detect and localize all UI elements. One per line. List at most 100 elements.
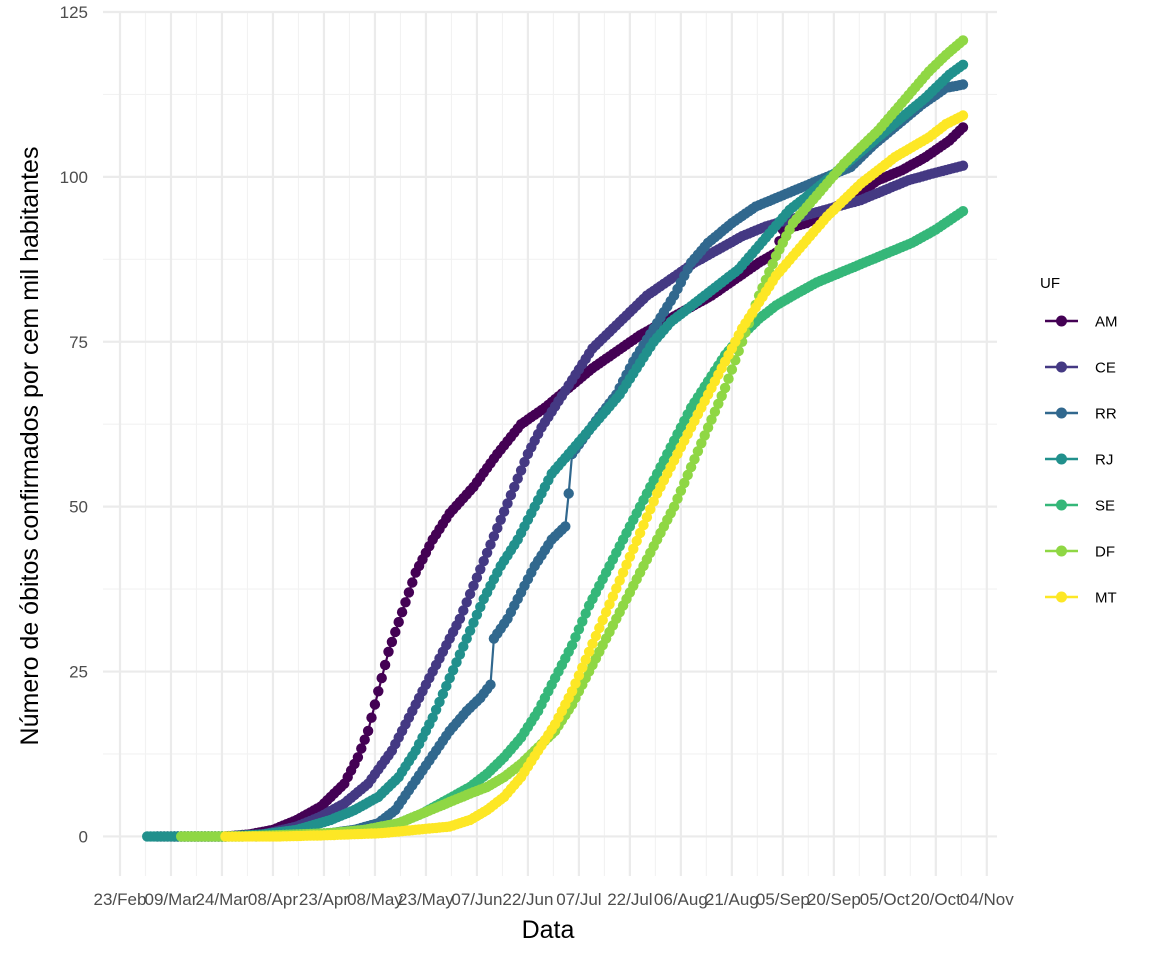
x-tick-label: 07/Jul [556,890,601,909]
data-point [594,622,605,634]
data-point [577,662,588,673]
data-point [509,481,520,493]
data-point [373,686,384,697]
data-point [563,488,574,499]
data-point [699,430,710,441]
data-point [726,364,738,375]
x-tick-label: 20/Sep [807,890,861,909]
data-point [444,672,455,684]
data-point [607,591,619,602]
data-point [573,624,585,635]
data-point [570,678,581,689]
legend-item-df: DF [1045,544,1115,561]
legend-key-point [1056,545,1067,557]
data-point [492,522,503,534]
data-point [454,649,466,660]
legend-items: AM CE RR RJ SE DF MT [1045,314,1118,607]
data-point [577,616,588,627]
x-tick-label: 08/Apr [248,890,298,909]
data-point [767,258,778,270]
data-point [709,406,721,417]
legend-label: AM [1095,314,1118,331]
x-tick-label: 08/May [347,890,403,909]
x-axis-title: Data [522,916,575,944]
data-point [624,551,636,562]
data-point [679,477,690,489]
data-point [590,630,602,642]
x-tick-label: 22/Jul [607,890,652,909]
data-point [369,699,381,710]
series-layer [142,35,969,842]
data-point [719,382,731,394]
legend-key-point [1056,499,1067,511]
y-tick-label: 125 [60,3,88,22]
data-point [611,583,622,594]
x-tick-label: 23/Feb [94,890,147,909]
legend-key-point [1056,315,1067,327]
data-point [461,597,472,608]
data-point [675,485,687,496]
legend-key-point [1056,591,1067,603]
x-tick-label: 04/Nov [960,890,1014,909]
data-point [400,597,411,608]
data-point [566,686,578,697]
data-point [587,638,598,649]
data-point [352,752,364,763]
data-point [362,725,374,737]
x-tick-label: 06/Aug [654,890,708,909]
data-point [485,679,496,690]
data-point [505,489,517,501]
data-point [957,79,969,90]
data-point [379,659,391,671]
legend-label: DF [1095,544,1115,561]
data-point [390,626,401,638]
data-point [628,543,639,555]
legend-label: CE [1095,360,1116,377]
data-point [481,547,493,558]
data-point [515,465,527,476]
data-point [427,712,438,723]
data-point [957,122,969,133]
data-point [441,680,452,692]
legend-key-point [1056,407,1067,419]
data-point [447,665,459,676]
data-point [468,580,479,591]
data-point [634,527,646,539]
data-point [488,531,500,542]
data-point [631,535,642,547]
data-point [597,614,608,626]
x-tick-label: 07/Jun [451,890,502,909]
data-point [512,473,523,484]
data-point [614,575,625,586]
legend-key-point [1056,361,1067,373]
data-point [407,577,418,588]
x-tick-label: 05/Oct [860,890,910,909]
data-point [706,414,717,425]
x-tick-label: 05/Sep [756,890,810,909]
x-tick-label: 20/Oct [911,890,961,909]
data-point [668,501,680,512]
x-tick-label: 23/May [398,890,454,909]
data-point [475,601,486,613]
data-point [672,493,683,504]
legend-label: RR [1095,406,1117,423]
data-point [580,654,591,665]
data-point [366,712,377,723]
data-point [648,496,659,507]
data-point [645,504,656,515]
x-tick-label: 24/Mar [196,890,249,909]
series-df [176,35,969,842]
data-point [458,605,469,616]
data-point [464,625,476,636]
data-point [604,599,615,610]
data-point [696,438,707,449]
grid [103,10,997,876]
data-point [957,110,969,121]
data-point [638,519,649,531]
x-tick-label: 09/Mar [145,890,198,909]
data-point [437,688,449,700]
data-point [600,607,612,618]
data-point [468,617,479,628]
data-point [583,646,595,657]
